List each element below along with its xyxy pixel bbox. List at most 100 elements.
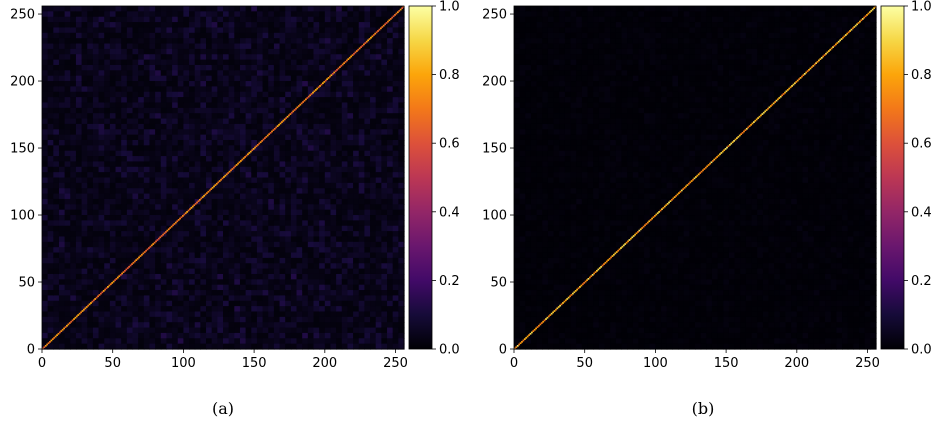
- heat-cell: [155, 311, 162, 318]
- heat-cell: [64, 215, 71, 221]
- heat-cell: [183, 193, 190, 200]
- heat-cell: [109, 91, 117, 98]
- heat-cell: [104, 59, 111, 66]
- heat-cell: [307, 247, 315, 254]
- heat-cell: [160, 118, 168, 125]
- diagonal-cell: [307, 95, 310, 98]
- heat-cell: [536, 97, 543, 104]
- heat-cell: [256, 231, 264, 238]
- heat-cell: [132, 91, 139, 98]
- heat-cell: [245, 22, 252, 29]
- heat-cell: [98, 220, 105, 227]
- heat-cell: [381, 97, 388, 104]
- heat-cell: [206, 284, 213, 291]
- heat-cell: [58, 27, 66, 34]
- heat-cell: [121, 193, 128, 200]
- heat-cell: [302, 86, 309, 93]
- heat-cell: [398, 204, 405, 211]
- heat-cell: [42, 225, 49, 232]
- heat-cell: [341, 102, 349, 109]
- heat-cell: [302, 241, 309, 248]
- heat-cell: [138, 225, 145, 232]
- heat-cell: [525, 311, 532, 318]
- heat-cell: [519, 134, 526, 141]
- heat-cell: [206, 166, 213, 173]
- heat-cell: [194, 97, 201, 104]
- heat-cell: [519, 215, 526, 221]
- heat-cell: [336, 102, 343, 109]
- heat-cell: [347, 306, 354, 313]
- heat-cell: [245, 16, 252, 23]
- heat-cell: [347, 177, 354, 184]
- heat-cell: [200, 306, 207, 313]
- heat-cell: [75, 268, 83, 275]
- heat-cell: [296, 231, 303, 238]
- heat-cell: [364, 123, 371, 130]
- heat-cell: [81, 188, 88, 195]
- heat-cell: [239, 16, 247, 23]
- heat-cell: [155, 268, 162, 275]
- heat-cell: [285, 48, 292, 55]
- diagonal-cell: [128, 265, 131, 268]
- heat-cell: [64, 343, 71, 350]
- heat-cell: [64, 231, 71, 238]
- heat-cell: [194, 311, 201, 318]
- heat-cell: [75, 91, 83, 98]
- heat-cell: [370, 322, 377, 329]
- heat-cell: [200, 295, 207, 302]
- heat-cell: [98, 64, 105, 71]
- heat-cell: [364, 54, 371, 61]
- heat-cell: [172, 193, 179, 200]
- heat-cell: [553, 343, 560, 350]
- heat-cell: [160, 22, 168, 29]
- heat-cell: [285, 247, 292, 254]
- heat-cell: [519, 113, 526, 120]
- heat-cell: [217, 97, 224, 104]
- diagonal-cell: [105, 287, 108, 290]
- heat-cell: [81, 129, 88, 136]
- heat-cell: [177, 123, 185, 130]
- heat-cell: [98, 193, 105, 200]
- heat-cell: [98, 102, 105, 109]
- heat-cell: [519, 252, 526, 259]
- heat-cell: [160, 156, 168, 163]
- diagonal-cell: [220, 178, 222, 181]
- heat-cell: [126, 32, 134, 39]
- heat-cell: [98, 38, 105, 45]
- heat-cell: [387, 284, 394, 291]
- heat-cell: [200, 156, 207, 163]
- heat-cell: [115, 75, 122, 82]
- heat-cell: [177, 343, 185, 350]
- heat-cell: [268, 295, 275, 302]
- heat-cell: [514, 193, 521, 200]
- heat-cell: [155, 284, 162, 291]
- heat-cell: [262, 6, 269, 12]
- heat-cell: [262, 343, 269, 350]
- heat-cell: [143, 6, 151, 12]
- heat-cell: [564, 59, 572, 66]
- heat-cell: [58, 161, 66, 168]
- heat-cell: [58, 107, 66, 114]
- heat-cell: [98, 70, 105, 77]
- heat-cell: [387, 247, 394, 254]
- heat-cell: [330, 316, 337, 323]
- heat-cell: [194, 322, 201, 329]
- heat-cell: [273, 343, 281, 350]
- heat-cell: [375, 11, 382, 18]
- heat-cell: [166, 172, 173, 179]
- heat-cell: [172, 247, 179, 254]
- heat-cell: [398, 54, 405, 61]
- heat-cell: [370, 172, 377, 179]
- heat-cell: [53, 236, 60, 243]
- heat-cell: [559, 27, 566, 34]
- heat-cell: [109, 161, 117, 168]
- heat-cell: [381, 150, 388, 157]
- heat-cell: [364, 97, 371, 104]
- heat-cell: [358, 182, 366, 189]
- heat-cell: [211, 215, 218, 221]
- heat-cell: [183, 290, 190, 297]
- heat-cell: [81, 113, 88, 120]
- heat-cell: [58, 22, 66, 29]
- heat-cell: [392, 59, 399, 66]
- heat-cell: [58, 268, 66, 275]
